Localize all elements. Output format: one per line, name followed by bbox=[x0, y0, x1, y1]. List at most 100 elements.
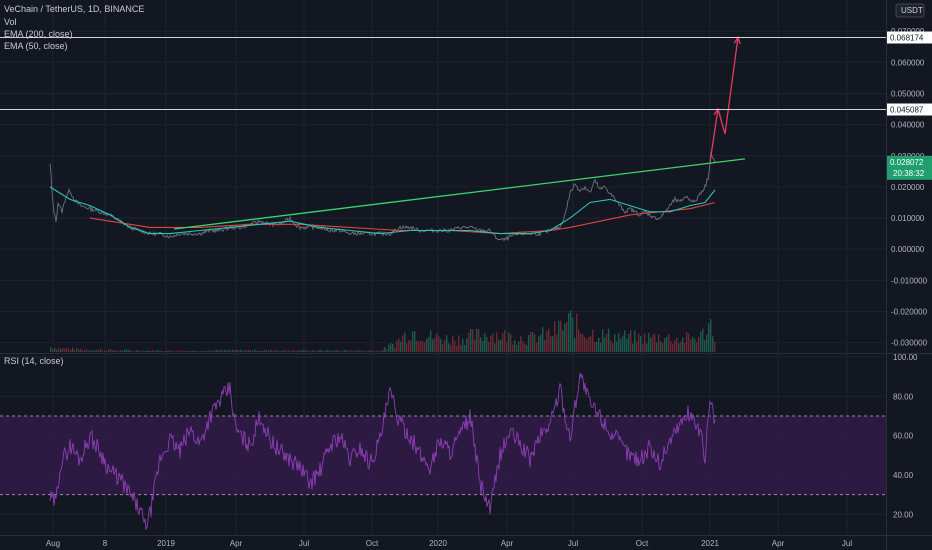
volume-bar bbox=[696, 342, 698, 352]
horizontal-levels[interactable] bbox=[0, 37, 886, 110]
volume-bar bbox=[280, 351, 282, 352]
volume-bar bbox=[122, 350, 124, 352]
price-tick-label: 0.020000 bbox=[891, 183, 925, 192]
volume-bar bbox=[94, 350, 96, 352]
volume-bar bbox=[246, 349, 248, 352]
volume-bar bbox=[666, 336, 668, 352]
volume-bar bbox=[656, 342, 658, 352]
symbol-legend[interactable]: VeChain / TetherUS, 1D, BINANCE bbox=[4, 4, 145, 14]
volume-bar bbox=[250, 350, 252, 352]
volume-bar bbox=[222, 350, 224, 352]
volume-bar bbox=[622, 335, 624, 352]
volume-bar bbox=[108, 349, 110, 352]
volume-bar bbox=[54, 347, 56, 352]
volume-bar bbox=[144, 351, 146, 352]
volume-bar bbox=[444, 339, 446, 352]
volume-bar bbox=[228, 350, 230, 352]
volume-bar bbox=[442, 344, 444, 352]
volume-bar bbox=[190, 350, 192, 352]
volume-bar bbox=[606, 333, 608, 352]
volume-bar bbox=[178, 350, 180, 352]
volume-bar bbox=[288, 350, 290, 352]
volume-bar bbox=[378, 350, 380, 352]
volume-bar bbox=[196, 351, 198, 352]
volume-bar bbox=[172, 350, 174, 352]
volume-bar bbox=[124, 349, 126, 352]
volume-bar bbox=[434, 337, 436, 352]
volume-bar bbox=[104, 350, 106, 352]
volume-bar bbox=[232, 349, 234, 352]
volume-bar bbox=[322, 350, 324, 352]
volume-bar bbox=[62, 347, 64, 352]
time-tick-label: Jul bbox=[568, 539, 578, 548]
ema50-legend[interactable]: EMA (50, close) bbox=[4, 41, 68, 51]
volume-bar bbox=[260, 350, 262, 352]
volume-bar bbox=[392, 343, 394, 352]
volume-bar bbox=[212, 351, 214, 352]
rsi-legend[interactable]: RSI (14, close) bbox=[4, 356, 64, 366]
volume-bar bbox=[302, 349, 304, 352]
volume-bar bbox=[296, 350, 298, 352]
volume-bar bbox=[252, 350, 254, 352]
volume-bar bbox=[136, 350, 138, 352]
volume-bar bbox=[334, 349, 336, 352]
rsi-tick-label: 60.00 bbox=[893, 432, 914, 441]
projection-arrow bbox=[709, 37, 739, 163]
volume-bar bbox=[502, 333, 504, 352]
volume-bar bbox=[524, 343, 526, 352]
volume-bar bbox=[600, 342, 602, 352]
volume-bar bbox=[200, 351, 202, 352]
volume-bar bbox=[110, 349, 112, 352]
volume-bar bbox=[532, 332, 534, 352]
volume-bar bbox=[410, 340, 412, 352]
volume-bar bbox=[118, 350, 120, 352]
volume-bar bbox=[480, 337, 482, 352]
volume-bar bbox=[608, 328, 610, 352]
volume-bar bbox=[664, 338, 666, 352]
volume-bar bbox=[56, 349, 58, 352]
volume-bar bbox=[374, 351, 376, 352]
volume-bar bbox=[66, 347, 68, 352]
volume-bar bbox=[50, 347, 52, 352]
volume-bar bbox=[256, 351, 258, 352]
volume-bar bbox=[130, 350, 132, 352]
volume-bar bbox=[514, 340, 516, 352]
volume-bar bbox=[492, 333, 494, 352]
volume-bar bbox=[388, 344, 390, 352]
volume-bar bbox=[98, 349, 100, 352]
volume-bar bbox=[210, 350, 212, 352]
volume-bar bbox=[450, 344, 452, 352]
currency-label: USDT bbox=[901, 6, 923, 15]
volume-bar bbox=[578, 329, 580, 352]
volume-bar bbox=[506, 342, 508, 352]
volume-bar bbox=[686, 332, 688, 352]
volume-bar bbox=[694, 338, 696, 352]
volume-bar bbox=[176, 351, 178, 352]
volume-bar bbox=[194, 350, 196, 352]
volume-bar bbox=[376, 350, 378, 352]
volume-bar bbox=[668, 333, 670, 352]
volume-legend[interactable]: Vol bbox=[4, 17, 17, 27]
volume-bar bbox=[702, 328, 704, 352]
time-tick-label: Aug bbox=[46, 539, 60, 548]
volume-bar bbox=[76, 347, 78, 352]
volume-bar bbox=[638, 333, 640, 352]
price-tick-label: 0.040000 bbox=[891, 121, 925, 130]
volume-bar bbox=[416, 340, 418, 352]
volume-bar bbox=[552, 336, 554, 352]
volume-bar bbox=[318, 349, 320, 352]
volume-bar bbox=[400, 341, 402, 352]
rsi-tick-label: 100.00 bbox=[893, 353, 918, 362]
time-tick-label: 2021 bbox=[701, 539, 719, 548]
volume-bar bbox=[340, 351, 342, 352]
time-tick-label: Apr bbox=[772, 539, 785, 548]
volume-bar bbox=[120, 349, 122, 352]
volume-bar bbox=[326, 349, 328, 352]
time-axis[interactable]: Aug 8 2019 Apr Jul Oct 2020 Apr Jul Oct 2021 Apr Jul bbox=[46, 539, 852, 548]
rsi-tick-label: 80.00 bbox=[893, 392, 914, 401]
volume-bar bbox=[154, 351, 156, 352]
ema200-legend[interactable]: EMA (200, close) bbox=[4, 29, 73, 39]
time-tick-label: Jul bbox=[842, 539, 852, 548]
volume-bar bbox=[568, 312, 570, 352]
